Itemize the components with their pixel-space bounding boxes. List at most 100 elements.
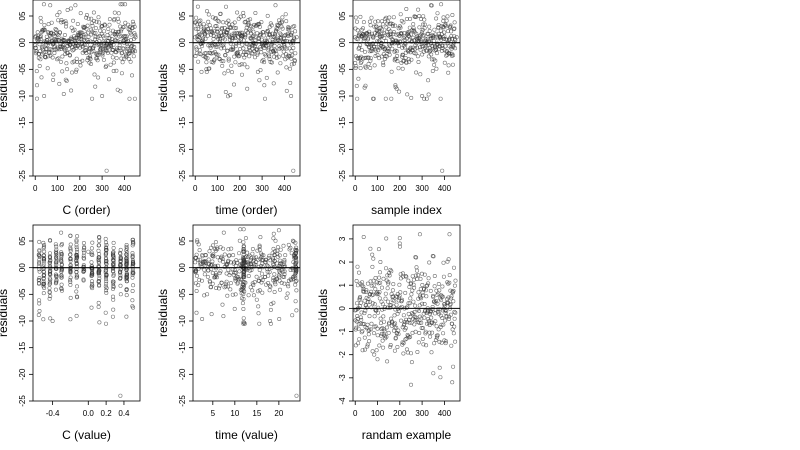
data-point: [399, 318, 404, 323]
data-point: [427, 28, 432, 33]
data-point: [272, 289, 277, 294]
data-point: [41, 240, 46, 245]
data-point: [128, 59, 133, 64]
data-point: [290, 53, 295, 58]
x-tick-label: 400: [118, 184, 132, 193]
data-point: [368, 58, 373, 63]
data-point: [227, 32, 232, 37]
data-point: [450, 380, 455, 385]
data-point: [196, 266, 201, 271]
data-point: [210, 270, 215, 275]
data-point: [96, 271, 101, 276]
data-point: [427, 322, 432, 327]
data-point: [393, 307, 398, 312]
data-point: [412, 28, 417, 33]
data-point: [241, 247, 246, 252]
data-point: [126, 22, 131, 27]
data-point: [432, 311, 437, 316]
data-point: [126, 51, 131, 56]
data-point: [378, 34, 383, 39]
data-point: [225, 261, 230, 266]
data-point: [128, 30, 133, 35]
data-point: [51, 72, 56, 77]
data-point: [409, 95, 414, 100]
data-point: [268, 318, 273, 323]
data-point: [59, 257, 64, 262]
data-point: [215, 255, 220, 260]
data-point: [284, 65, 289, 70]
data-point: [372, 302, 377, 307]
data-point: [232, 54, 237, 59]
data-point: [111, 297, 116, 302]
data-point: [363, 83, 368, 88]
data-point: [368, 66, 373, 71]
data-point: [194, 15, 199, 20]
plot-frame: [192, 224, 301, 402]
data-point: [122, 24, 127, 29]
data-point: [444, 308, 449, 313]
data-point: [213, 44, 218, 49]
data-point: [53, 287, 58, 292]
data-point: [440, 294, 445, 299]
data-point: [427, 24, 432, 29]
data-point: [368, 327, 373, 332]
data-point: [92, 72, 97, 77]
data-point: [239, 62, 244, 67]
data-point: [218, 269, 223, 274]
data-point: [359, 317, 364, 322]
data-point: [91, 49, 96, 54]
data-point: [57, 81, 62, 86]
data-point: [442, 303, 447, 308]
data-point: [362, 55, 367, 60]
data-point: [363, 324, 368, 329]
data-point: [241, 282, 246, 287]
data-point: [232, 270, 237, 275]
data-point: [256, 39, 261, 44]
data-point: [451, 364, 456, 369]
data-point: [268, 321, 273, 326]
data-point: [438, 325, 443, 330]
data-point: [221, 20, 226, 25]
data-point: [225, 48, 230, 53]
data-point: [442, 30, 447, 35]
data-point: [241, 14, 246, 19]
data-point: [426, 92, 431, 97]
data-point: [118, 2, 123, 7]
data-point: [37, 276, 42, 281]
data-point: [412, 303, 417, 308]
data-point: [376, 281, 381, 286]
data-point: [408, 334, 413, 339]
data-point: [363, 303, 368, 308]
data-point: [430, 43, 435, 48]
data-point: [132, 44, 137, 49]
data-point: [39, 75, 44, 80]
data-point: [124, 248, 129, 253]
data-point: [267, 269, 272, 274]
data-point: [422, 22, 427, 27]
data-point: [441, 322, 446, 327]
x-tick-label: 20: [274, 409, 283, 418]
data-point: [388, 29, 393, 34]
data-point: [278, 61, 283, 66]
data-point: [110, 268, 115, 273]
data-point: [370, 264, 375, 269]
data-point: [108, 62, 113, 67]
data-point: [59, 250, 64, 255]
data-point: [375, 52, 380, 57]
data-point: [251, 29, 256, 34]
data-point: [36, 37, 41, 42]
y-tick-label: -25: [18, 170, 27, 182]
data-point: [43, 54, 48, 59]
data-point: [64, 61, 69, 66]
data-point: [90, 279, 95, 284]
x-tick-label: -0.4: [46, 409, 60, 418]
data-point: [47, 251, 52, 256]
data-point: [253, 55, 258, 60]
data-point: [103, 260, 108, 265]
data-point: [48, 266, 53, 271]
data-point: [104, 321, 109, 326]
data-point: [354, 64, 359, 69]
data-point: [453, 46, 458, 51]
data-point: [74, 245, 79, 250]
data-point: [36, 312, 41, 317]
